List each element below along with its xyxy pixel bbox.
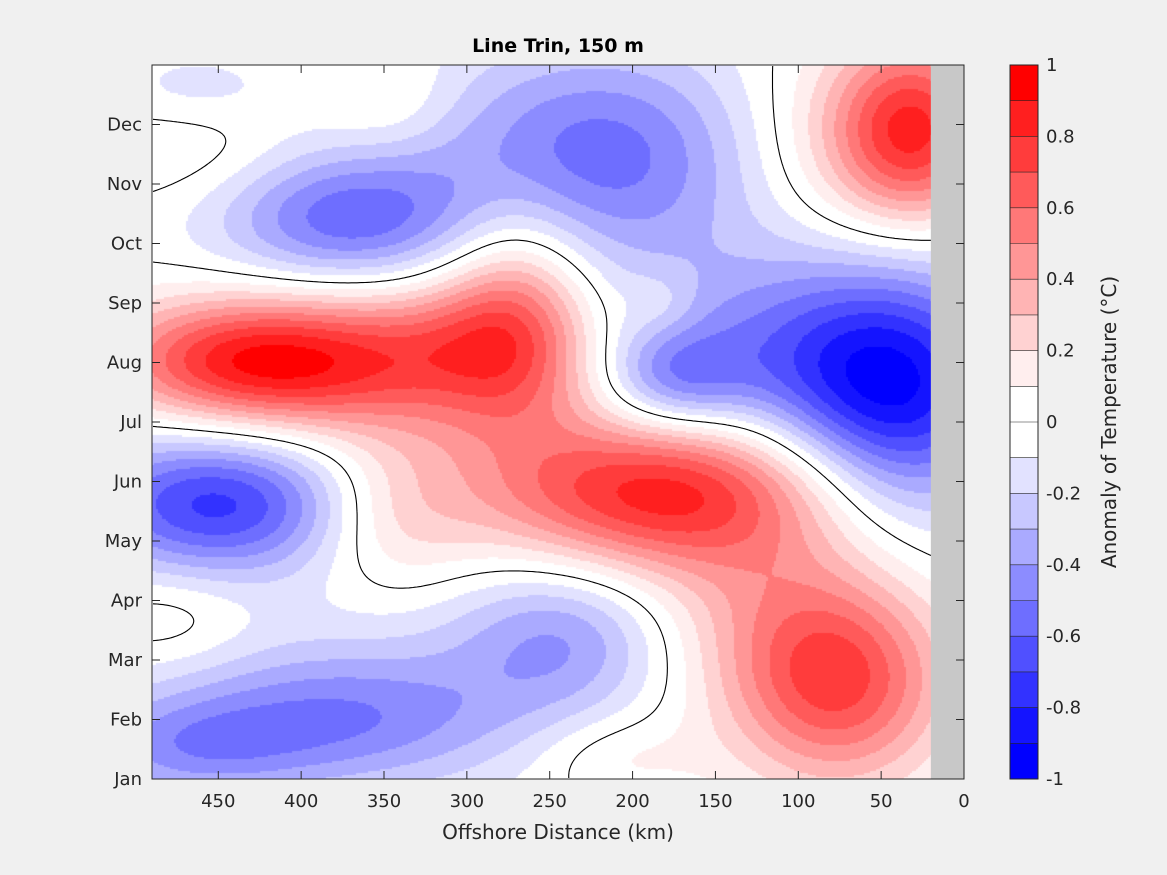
colorbar-band — [1010, 172, 1038, 209]
x-axis-label: Offshore Distance (km) — [442, 820, 674, 844]
x-tick-label: 200 — [615, 791, 649, 812]
colorbar-label: Anomaly of Temperature (°C) — [1097, 276, 1121, 568]
x-tick-label: 250 — [533, 791, 567, 812]
colorbar-band — [1010, 422, 1038, 459]
colorbar-tick-label: 0 — [1046, 412, 1057, 433]
colorbar-tick-label: 0.2 — [1046, 341, 1075, 362]
colorbar-band — [1010, 600, 1038, 637]
colorbar-band — [1010, 743, 1038, 780]
colorbar-band — [1010, 457, 1038, 494]
colorbar-band — [1010, 493, 1038, 530]
zero-contour-lines — [152, 65, 964, 779]
x-tick-label: 150 — [698, 791, 732, 812]
colorbar-band — [1010, 564, 1038, 601]
y-tick-label: May — [105, 531, 143, 552]
colorbar-band — [1010, 671, 1038, 709]
colorbar-band — [1010, 136, 1038, 173]
colorbar-tick-label: -0.8 — [1046, 698, 1081, 719]
y-tick-label: Jan — [113, 769, 142, 790]
x-tick-label: 450 — [201, 791, 235, 812]
zero-contour-line — [152, 65, 964, 779]
x-tick-label: 50 — [870, 791, 893, 812]
y-tick-label: Mar — [108, 650, 143, 671]
plot-area: 450 400 350 300 250 200 150 100 50 0 Jan Feb Mar Apr… — [105, 64, 970, 812]
y-tick-label: Nov — [107, 174, 142, 195]
x-tick-label: 100 — [781, 791, 815, 812]
x-tick-label: 0 — [958, 791, 969, 812]
colorbar-tick-label: 0.8 — [1046, 126, 1075, 147]
colorbar-band — [1010, 350, 1038, 387]
colorbar-ticks: 1 0.8 0.6 0.4 0.2 0 -0.2 -0.4 -0.6 -0.8 -1 — [1046, 55, 1081, 790]
colorbar-band — [1010, 207, 1038, 244]
colorbar-frame — [1009, 64, 1039, 780]
colorbar-tick-label: 1 — [1046, 55, 1057, 76]
x-tick-label: 350 — [367, 791, 401, 812]
y-tick-label: Feb — [110, 710, 142, 731]
y-tick-label: Oct — [111, 234, 142, 255]
contour-field — [152, 65, 964, 779]
colorbar-tick-label: -0.4 — [1046, 555, 1081, 576]
colorbar-tick-label: -0.2 — [1046, 483, 1081, 504]
x-tick-label: 300 — [450, 791, 484, 812]
y-tick-label: Dec — [107, 115, 142, 136]
colorbar-tick-label: 0.4 — [1046, 269, 1075, 290]
contour-fill — [152, 65, 964, 779]
colorbar: 1 0.8 0.6 0.4 0.2 0 -0.2 -0.4 -0.6 -0.8 -1 Anomaly… — [1009, 55, 1121, 790]
x-tick-label: 400 — [284, 791, 318, 812]
y-tick-label: Aug — [107, 353, 142, 374]
colorbar-band — [1010, 386, 1038, 423]
colorbar-band — [1010, 636, 1038, 673]
y-tick-label: Apr — [111, 591, 143, 612]
chart-title: Line Trin, 150 m — [472, 35, 644, 57]
y-tick-label: Sep — [108, 293, 142, 314]
colorbar-band — [1010, 65, 1038, 102]
colorbar-band — [1010, 100, 1038, 137]
colorbar-band — [1010, 243, 1038, 280]
y-tick-label: Jun — [113, 472, 142, 493]
colorbar-band — [1010, 707, 1038, 744]
colorbar-band — [1010, 314, 1038, 352]
x-axis-ticks: 450 400 350 300 250 200 150 100 50 0 — [201, 65, 970, 812]
y-axis-ticks: Jan Feb Mar Apr May Jun Jul Aug Sep Oct Nov Dec — [105, 115, 964, 790]
colorbar-tick-label: -1 — [1046, 769, 1064, 790]
y-tick-label: Jul — [119, 412, 142, 433]
colorbar-band — [1010, 529, 1038, 566]
colorbar-tick-label: -0.6 — [1046, 626, 1081, 647]
colorbar-tick-label: 0.6 — [1046, 198, 1075, 219]
colorbar-band — [1010, 279, 1038, 316]
colorbar-bands — [1010, 65, 1038, 780]
